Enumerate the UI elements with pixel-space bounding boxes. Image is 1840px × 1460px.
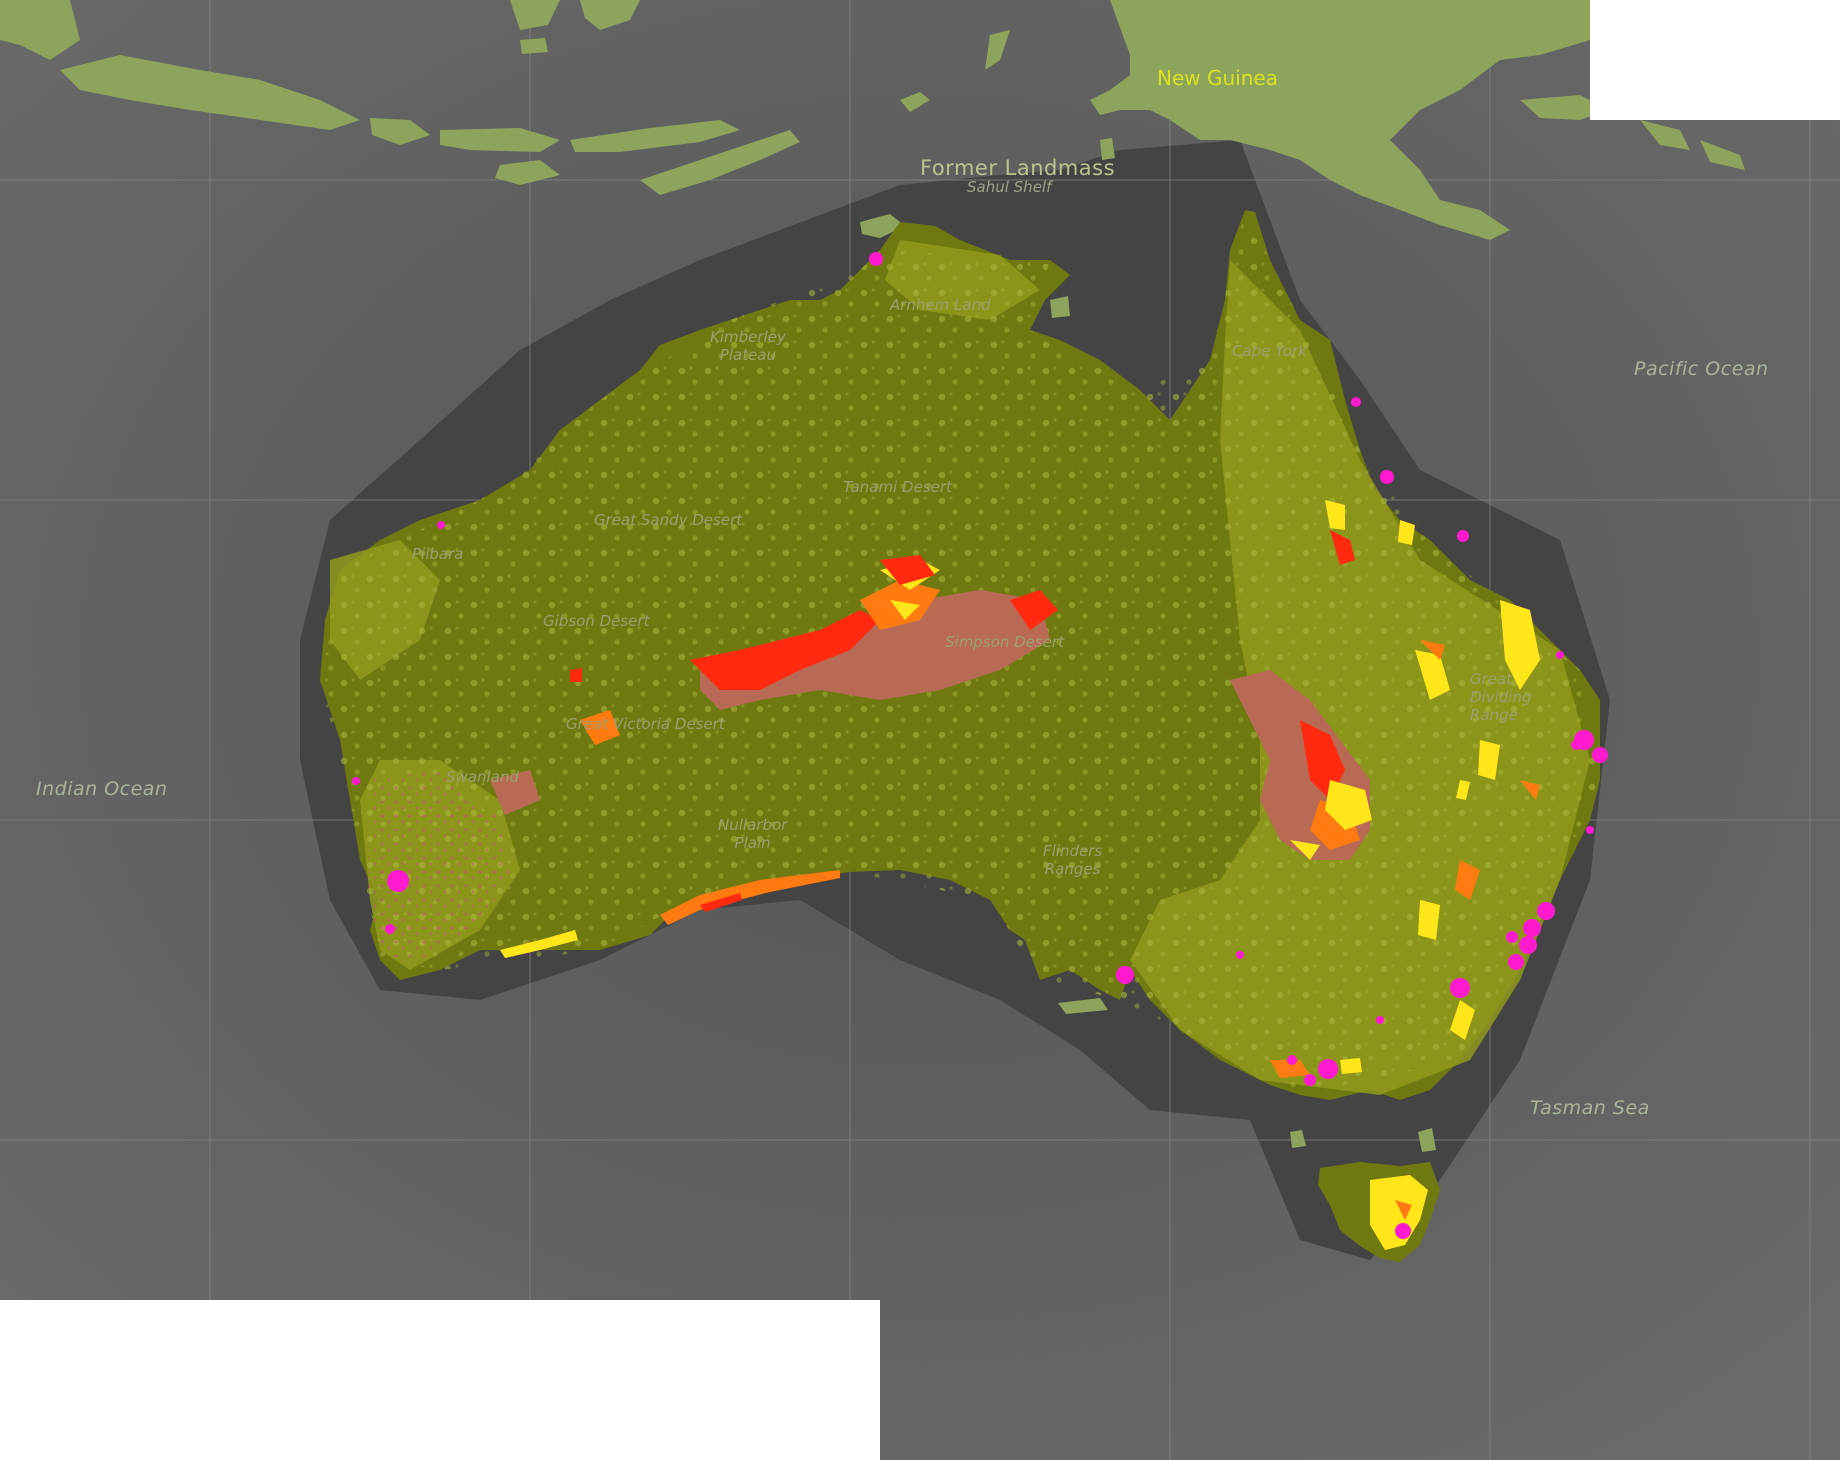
small-island-1 bbox=[520, 38, 548, 54]
settlements bbox=[352, 252, 1608, 1239]
settlement-coast-a bbox=[1506, 931, 1518, 943]
settlement-gold-coast bbox=[1571, 740, 1581, 750]
settlement-geraldton bbox=[352, 777, 360, 785]
settlement-cairns bbox=[1351, 397, 1361, 407]
settlement-perth bbox=[387, 870, 409, 892]
seram bbox=[985, 30, 1010, 70]
settlement-sydney-a bbox=[1523, 919, 1541, 937]
settlement-inland-a bbox=[1236, 951, 1244, 959]
bali-lombok bbox=[370, 118, 430, 145]
settlement-canberra bbox=[1450, 978, 1470, 998]
aru-islands bbox=[1100, 138, 1115, 160]
sumba bbox=[495, 160, 560, 185]
kangaroo-island bbox=[1058, 998, 1108, 1014]
settlement-bunbury bbox=[385, 924, 395, 934]
new-guinea bbox=[1090, 0, 1590, 240]
settlement-ballarat bbox=[1287, 1055, 1297, 1065]
timor bbox=[640, 130, 800, 195]
settlement-adelaide bbox=[1116, 966, 1134, 984]
blank-corner-top-right bbox=[1590, 0, 1840, 120]
solomon-a bbox=[1640, 120, 1690, 150]
fire-activity-south-coast bbox=[500, 870, 840, 958]
settlement-inland-d bbox=[1586, 826, 1594, 834]
settlement-wollongong bbox=[1508, 954, 1524, 970]
settlement-newcastle bbox=[1537, 902, 1555, 920]
blank-corner-bottom-left bbox=[0, 1300, 880, 1460]
settlement-melbourne bbox=[1318, 1059, 1338, 1079]
groote-eylandt bbox=[1050, 296, 1070, 318]
settlement-darwin bbox=[869, 252, 883, 266]
fire-activity-central bbox=[490, 555, 1058, 815]
fire-activity-east bbox=[1230, 500, 1540, 1078]
settlement-geelong bbox=[1304, 1074, 1316, 1086]
tiwi-islands bbox=[860, 214, 905, 238]
neighbour-landmasses bbox=[0, 0, 1745, 1152]
settlement-mackay bbox=[1457, 530, 1469, 542]
settlement-brisbane-b bbox=[1592, 747, 1608, 763]
sumatra-tip bbox=[0, 0, 80, 60]
fire-activity-tasmania bbox=[1370, 1175, 1428, 1250]
flinders-island bbox=[1418, 1128, 1436, 1152]
flores bbox=[570, 120, 740, 152]
sulawesi-tip bbox=[580, 0, 640, 30]
borneo-tip bbox=[510, 0, 560, 30]
settlement-sydney-b bbox=[1519, 936, 1537, 954]
settlement-port-hedland bbox=[437, 521, 445, 529]
sumbawa bbox=[440, 128, 560, 152]
settlement-inland-c bbox=[1556, 651, 1564, 659]
bass-strait-island bbox=[1290, 1130, 1306, 1148]
settlement-townsville bbox=[1380, 470, 1394, 484]
solomon-b bbox=[1700, 140, 1745, 170]
new-britain bbox=[1520, 95, 1610, 120]
small-island-2 bbox=[900, 92, 930, 112]
settlement-inland-b bbox=[1376, 1016, 1384, 1024]
southwest-settlement-texture bbox=[368, 770, 510, 965]
settlement-hobart bbox=[1395, 1223, 1411, 1239]
java bbox=[60, 55, 360, 130]
